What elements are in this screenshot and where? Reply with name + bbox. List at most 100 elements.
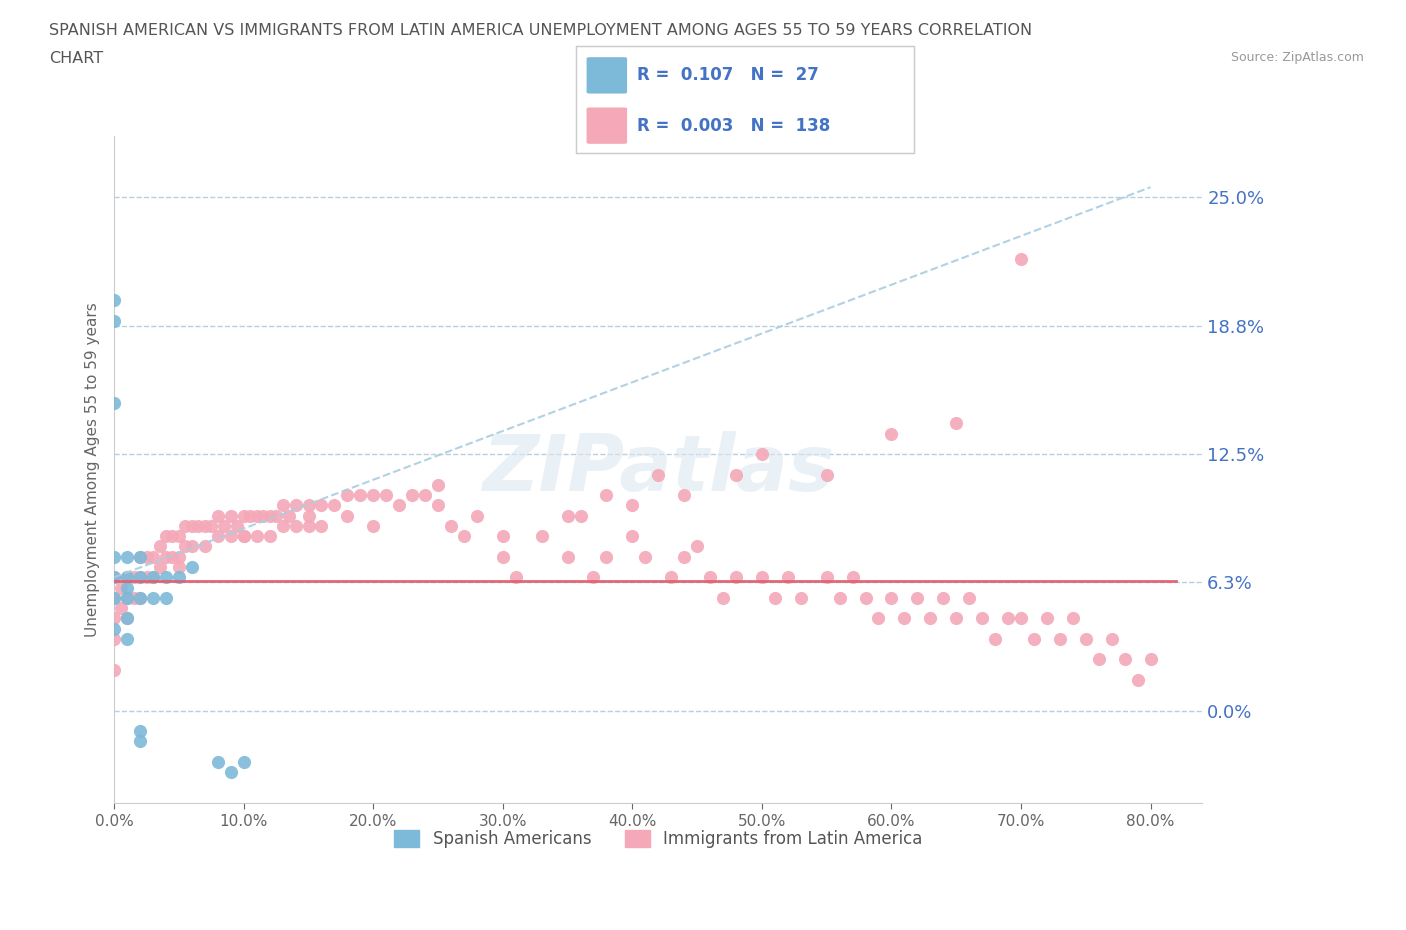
- Point: [673, 550, 696, 565]
- Point: [375, 487, 398, 502]
- Point: [492, 550, 515, 565]
- Point: [142, 570, 165, 585]
- Point: [180, 560, 202, 575]
- Point: [167, 560, 190, 575]
- Point: [129, 550, 152, 565]
- Point: [129, 734, 152, 749]
- Point: [453, 529, 475, 544]
- Point: [336, 487, 359, 502]
- Point: [711, 591, 734, 605]
- Point: [751, 570, 773, 585]
- Point: [174, 539, 197, 554]
- Point: [790, 591, 813, 605]
- Point: [115, 550, 138, 565]
- Point: [155, 591, 177, 605]
- Point: [828, 591, 851, 605]
- Point: [751, 446, 773, 461]
- Point: [142, 550, 165, 565]
- Point: [167, 529, 190, 544]
- Point: [155, 550, 177, 565]
- Point: [311, 519, 333, 534]
- Point: [155, 529, 177, 544]
- Point: [167, 570, 190, 585]
- Point: [194, 539, 217, 554]
- Point: [219, 764, 242, 779]
- Point: [129, 570, 152, 585]
- Point: [659, 570, 682, 585]
- Point: [815, 570, 838, 585]
- Point: [634, 550, 657, 565]
- Point: [246, 508, 269, 523]
- Point: [103, 611, 125, 626]
- Point: [103, 293, 125, 308]
- FancyBboxPatch shape: [586, 58, 627, 94]
- Point: [142, 591, 165, 605]
- Point: [297, 508, 319, 523]
- Point: [595, 550, 617, 565]
- Point: [115, 591, 138, 605]
- Point: [893, 611, 915, 626]
- Point: [148, 560, 170, 575]
- Point: [103, 631, 125, 646]
- Point: [621, 529, 644, 544]
- Point: [226, 519, 249, 534]
- Point: [180, 539, 202, 554]
- Point: [103, 570, 125, 585]
- Point: [388, 498, 411, 512]
- Text: Source: ZipAtlas.com: Source: ZipAtlas.com: [1230, 51, 1364, 64]
- Legend: Spanish Americans, Immigrants from Latin America: Spanish Americans, Immigrants from Latin…: [388, 823, 929, 855]
- Point: [595, 487, 617, 502]
- Point: [1126, 672, 1149, 687]
- Point: [252, 508, 274, 523]
- Point: [1036, 611, 1059, 626]
- Point: [207, 754, 229, 769]
- Point: [214, 519, 236, 534]
- Point: [278, 508, 301, 523]
- Point: [297, 498, 319, 512]
- Point: [868, 611, 890, 626]
- Text: CHART: CHART: [49, 51, 103, 66]
- Point: [621, 498, 644, 512]
- Point: [103, 591, 125, 605]
- Point: [232, 754, 254, 769]
- Point: [972, 611, 994, 626]
- Point: [122, 591, 145, 605]
- Text: SPANISH AMERICAN VS IMMIGRANTS FROM LATIN AMERICA UNEMPLOYMENT AMONG AGES 55 TO : SPANISH AMERICAN VS IMMIGRANTS FROM LATI…: [49, 23, 1032, 38]
- Point: [776, 570, 799, 585]
- Point: [284, 519, 307, 534]
- Point: [297, 519, 319, 534]
- Point: [413, 487, 436, 502]
- Point: [246, 529, 269, 544]
- Point: [492, 529, 515, 544]
- Point: [361, 519, 384, 534]
- Point: [920, 611, 942, 626]
- Point: [259, 529, 281, 544]
- Point: [686, 539, 709, 554]
- Point: [103, 550, 125, 565]
- Point: [232, 508, 254, 523]
- Point: [271, 498, 294, 512]
- Point: [465, 508, 488, 523]
- Point: [997, 611, 1019, 626]
- Point: [1062, 611, 1084, 626]
- Point: [1022, 631, 1045, 646]
- Point: [207, 529, 229, 544]
- Point: [162, 529, 184, 544]
- Point: [673, 487, 696, 502]
- Point: [427, 477, 450, 492]
- Point: [194, 519, 217, 534]
- Point: [841, 570, 863, 585]
- Point: [103, 395, 125, 410]
- Point: [232, 529, 254, 544]
- Point: [647, 467, 669, 482]
- Text: R =  0.003   N =  138: R = 0.003 N = 138: [637, 116, 831, 135]
- Point: [932, 591, 955, 605]
- Point: [129, 591, 152, 605]
- Point: [361, 487, 384, 502]
- Point: [239, 508, 262, 523]
- Point: [162, 550, 184, 565]
- Point: [336, 508, 359, 523]
- Point: [957, 591, 980, 605]
- Point: [115, 580, 138, 595]
- Point: [187, 519, 209, 534]
